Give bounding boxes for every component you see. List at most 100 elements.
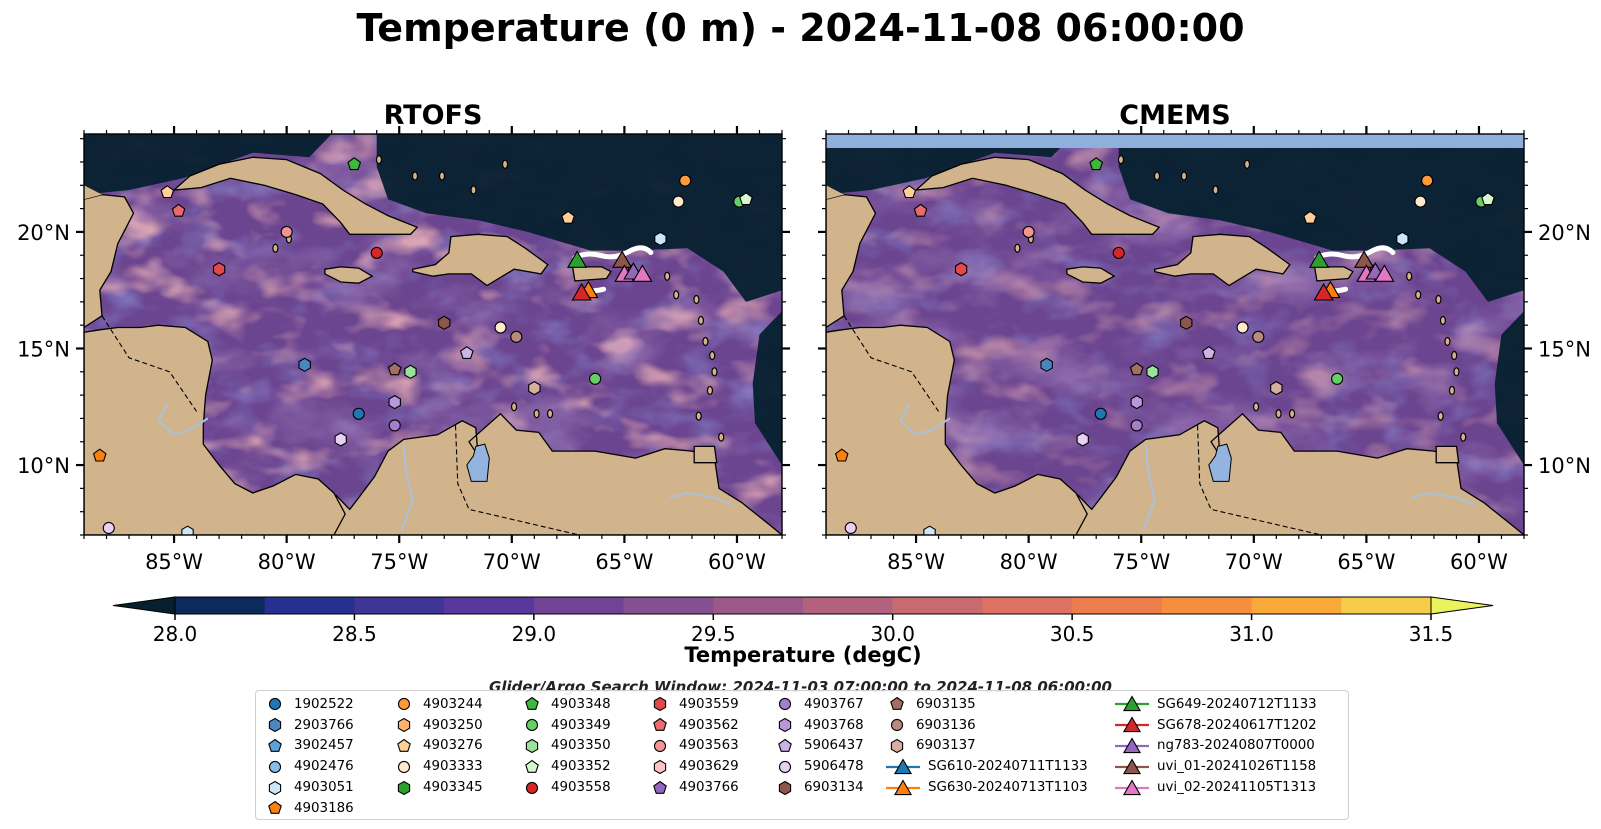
legend-label: 6903135 <box>916 696 976 712</box>
legend-label: 5906478 <box>804 759 864 775</box>
argo-float-4903348 <box>347 157 362 171</box>
legend-float-marker-icon <box>525 781 539 794</box>
colorbar-bin <box>354 597 445 614</box>
legend-item: uvi_02-20241105T1313 <box>1115 777 1317 798</box>
legend-label: 4903563 <box>679 738 739 754</box>
colorbar-tick-label: 28.5 <box>332 622 377 646</box>
small-island <box>1117 155 1125 165</box>
legend-marker <box>525 719 539 732</box>
legend-item: 4903562 <box>649 715 739 736</box>
legend-marker <box>890 719 904 732</box>
legend-marker <box>268 718 282 733</box>
legend-label: 4903562 <box>679 717 739 733</box>
temperature-colorbar: 28.0 28.5 29.0 29.5 30.0 30.5 31.0 31.5 <box>112 596 1494 646</box>
small-island <box>1453 367 1460 377</box>
land-yucatan <box>84 193 135 329</box>
argo-float-4903559 <box>954 262 968 277</box>
argo-float-5906437 <box>459 346 474 359</box>
small-island <box>1275 409 1282 419</box>
legend-float-marker-icon <box>778 738 792 752</box>
lat-tick-label: 15°N <box>17 337 70 361</box>
legend-item: 4903350 <box>521 736 611 757</box>
legend-glider-marker-icon <box>1115 737 1149 754</box>
colorbar-bin <box>1072 597 1163 614</box>
small-island <box>1415 290 1422 300</box>
river <box>400 444 414 531</box>
small-island <box>1212 185 1219 195</box>
legend-float-marker-icon <box>268 698 282 711</box>
legend-marker <box>653 759 667 774</box>
legend-float-marker-icon <box>525 719 539 732</box>
colorbar-extend-max <box>1430 596 1494 615</box>
legend-glider-marker-icon <box>886 758 920 774</box>
colorbar-bin <box>713 597 804 614</box>
legend-label: 4903345 <box>423 780 483 796</box>
argo-float-4903558 <box>370 246 383 259</box>
legend-label: 4903629 <box>679 759 739 775</box>
legend-marker <box>397 718 411 733</box>
argo-float-4903559 <box>212 262 226 277</box>
legend-column: 4903348 4903349 4903350 4903352 4903558 <box>521 694 611 798</box>
legend-marker <box>525 759 539 773</box>
legend-float-marker-icon <box>890 697 904 711</box>
argo-float-4903051 <box>923 525 936 535</box>
argo-float-4903333 <box>494 321 507 334</box>
argo-float-4903563 <box>1022 225 1035 238</box>
lon-tick-label: 70°W <box>483 550 541 574</box>
cmems-panel-title: CMEMS <box>1119 100 1231 131</box>
land-puertorico <box>571 266 612 282</box>
legend-column: 1902522 2903766 3902457 4902476 4903051 49031… <box>264 694 354 819</box>
legend-item: 4903276 <box>393 736 483 757</box>
argo-float-4903276 <box>902 185 917 199</box>
legend-label: 4903352 <box>551 759 611 775</box>
glider-uvi_02-20241105T1313 <box>1374 264 1395 282</box>
legend-marker <box>778 718 792 733</box>
glider-SG649-20240712T1133 <box>566 250 588 268</box>
land-jamaica <box>1066 266 1116 284</box>
small-island <box>706 385 714 396</box>
figure-title: Temperature (0 m) - 2024-11-08 06:00:00 <box>356 6 1245 50</box>
land-cuba <box>172 156 419 235</box>
argo-float-5906478 <box>844 521 857 535</box>
small-island <box>1460 432 1467 442</box>
legend-float-marker-icon <box>268 780 282 795</box>
argo-float-6903134 <box>1180 315 1193 330</box>
small-island <box>709 350 716 361</box>
colorbar-bin <box>803 597 894 614</box>
argo-float-4903051 <box>1396 231 1409 247</box>
legend-float-marker-icon <box>397 738 411 752</box>
small-island <box>533 409 540 419</box>
small-island <box>1406 271 1413 281</box>
legend-float-marker-icon <box>268 718 282 733</box>
colorbar-bin <box>1251 597 1342 614</box>
small-island <box>664 271 671 281</box>
legend-label: 4903276 <box>423 738 483 754</box>
border <box>1196 425 1322 535</box>
legend-column: 6903135 6903136 6903137 SG610-20240711T1133… <box>886 694 1088 798</box>
argo-float-4903276 <box>1303 210 1317 224</box>
observations-legend: 1902522 2903766 3902457 4902476 4903051 49031… <box>255 690 1349 820</box>
legend-column: SG649-20240712T1133 SG678-20240617T1202 ng… <box>1115 694 1317 798</box>
lon-tick-label: 85°W <box>145 550 203 574</box>
rtofs-panel-title: RTOFS <box>383 100 483 131</box>
rtofs-map-frame <box>83 133 783 536</box>
land-centralamerica <box>826 324 1088 535</box>
legend-item: 4903768 <box>774 715 864 736</box>
argo-float-4903767 <box>1130 419 1143 432</box>
legend-marker <box>525 697 539 711</box>
argo-float-5906437 <box>1201 346 1216 359</box>
legend-marker <box>893 778 913 795</box>
legend-item: 1902522 <box>264 694 354 715</box>
legend-marker <box>268 698 282 711</box>
colorbar-tick-label: 29.0 <box>512 622 557 646</box>
land-southamerica <box>1036 412 1524 535</box>
legend-label: 4903767 <box>804 696 864 712</box>
small-island <box>1153 171 1161 181</box>
legend-marker <box>893 758 913 774</box>
legend-item: 4903559 <box>649 694 739 715</box>
legend-marker <box>397 698 411 711</box>
lon-tick-label: 80°W <box>1000 550 1058 574</box>
small-island <box>411 171 419 181</box>
legend-marker <box>778 738 792 752</box>
legend-marker <box>890 697 904 711</box>
